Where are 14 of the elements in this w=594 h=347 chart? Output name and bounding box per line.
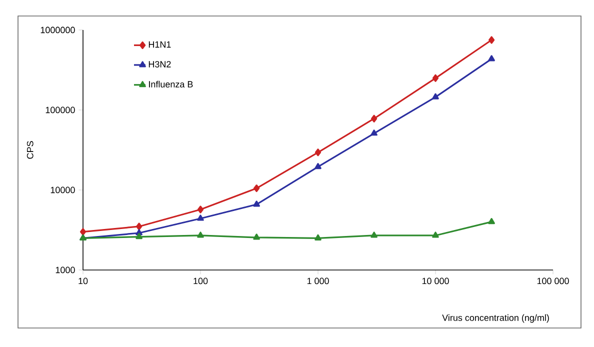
y-tick-label: 1000000 (40, 26, 75, 34)
x-tick-label: 10 000 (422, 278, 449, 284)
x-tick-label: 1 000 (307, 278, 329, 284)
x-axis-title: Virus concentration (ng/ml) (442, 314, 549, 323)
legend-label: Influenza B (149, 80, 193, 88)
x-tick-label: 100 (194, 278, 208, 284)
legend-label: H3N2 (148, 61, 171, 68)
y-tick-label: 1000 (56, 266, 75, 274)
legend-label: H1N1 (148, 41, 171, 48)
x-tick-label: 10 (78, 278, 88, 284)
y-tick-label: 100000 (46, 106, 75, 114)
x-tick-label: 100 000 (537, 278, 569, 284)
y-axis-title: CPS (26, 141, 34, 159)
y-tick-label: 10000 (50, 186, 75, 194)
